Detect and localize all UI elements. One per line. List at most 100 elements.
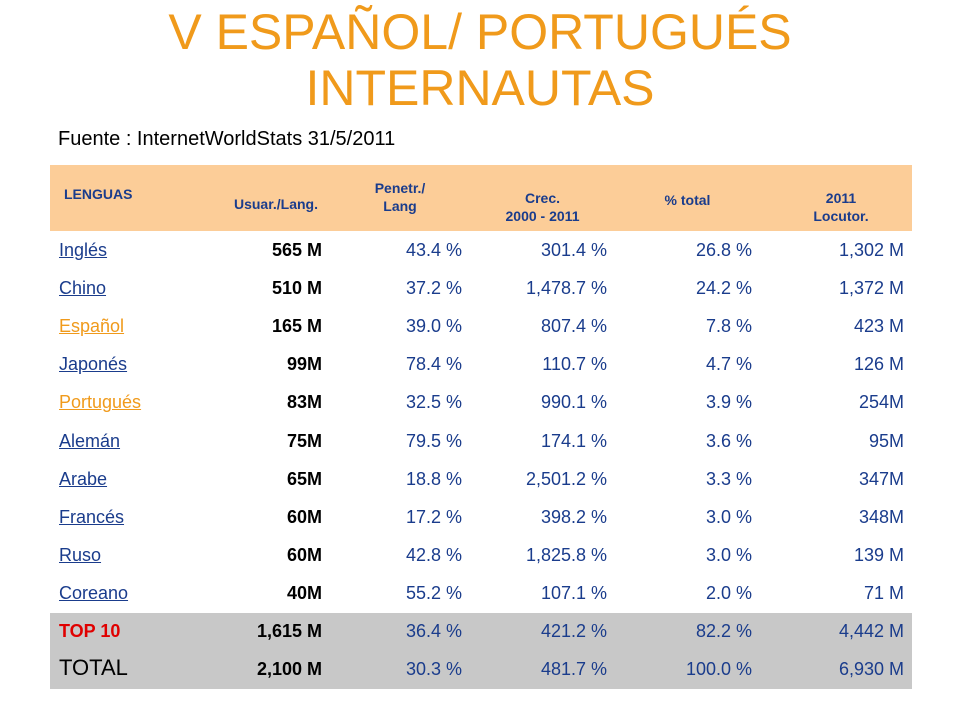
speakers-cell: 126 M (853, 354, 904, 375)
header-crecimiento-line: Crec. (524, 190, 561, 206)
language-link[interactable]: Ruso (59, 545, 102, 566)
users-cell: 75M (286, 430, 322, 451)
header-lenguas-line: LENGUAS (64, 186, 133, 202)
header-penetracion: Penetr./ Lang (330, 165, 470, 231)
share-cell: 7.8 % (705, 315, 752, 336)
header-locutores: 2011 Locutor. (760, 165, 912, 231)
header-locutores-line: Locutor. (813, 208, 869, 224)
speakers-cell: 139 M (853, 545, 904, 566)
language-link[interactable]: Español (59, 315, 125, 336)
share-cell: 3.6 % (705, 430, 752, 451)
header-usuarios: Usuar./Lang. (170, 165, 330, 231)
language-link[interactable]: Japonés (59, 354, 128, 375)
language-link[interactable]: Inglés (59, 239, 108, 260)
header-total-pct: % total (615, 165, 760, 231)
speakers-cell: 71 M (863, 583, 904, 604)
penetration-cell: 37.2 % (405, 277, 462, 298)
penetration-cell: 79.5 % (405, 430, 462, 451)
speakers-cell: 348M (858, 506, 904, 527)
share-cell: 3.0 % (705, 545, 752, 566)
table-row-language: Portugués (50, 384, 170, 422)
summary-penetration-cell: 30.3 % (330, 650, 470, 689)
speakers-cell: 95M (868, 430, 904, 451)
growth-cell: 807.4 % (540, 315, 607, 336)
language-link[interactable]: Chino (59, 277, 107, 298)
table-row-language: Japonés (50, 346, 170, 384)
growth-cell: 301.4 % (540, 239, 607, 260)
summary-penetration-cell: 36.4 % (330, 612, 470, 651)
users-cell: 65M (286, 468, 322, 489)
share-cell: 3.0 % (705, 506, 752, 527)
growth-cell: 174.1 % (540, 430, 607, 451)
slide-title: V ESPAÑOL/ PORTUGUÉS INTERNAUTAS (0, 4, 960, 116)
share-cell: 24.2 % (695, 277, 752, 298)
table-row-language: Coreano (50, 575, 170, 613)
penetration-cell: 18.8 % (405, 468, 462, 489)
users-cell: 99M (286, 354, 322, 375)
language-link[interactable]: Arabe (59, 468, 108, 489)
growth-cell: 1,825.8 % (525, 545, 607, 566)
users-cell: 60M (286, 545, 322, 566)
penetration-cell: 17.2 % (405, 506, 462, 527)
users-cell: 565 M (271, 239, 322, 260)
language-link[interactable]: Alemán (59, 430, 121, 451)
summary-share-cell: 100.0 % (615, 650, 760, 689)
speakers-cell: 1,302 M (838, 239, 904, 260)
share-cell: 26.8 % (695, 239, 752, 260)
title-line-2: INTERNAUTAS (305, 60, 655, 116)
share-cell: 3.3 % (705, 468, 752, 489)
users-cell: 510 M (271, 277, 322, 298)
header-lenguas: LENGUAS (50, 165, 170, 231)
share-cell: 4.7 % (705, 354, 752, 375)
table-row-language: Francés (50, 498, 170, 536)
summary-speakers-cell: 4,442 M (760, 612, 912, 651)
share-cell: 3.9 % (705, 392, 752, 413)
penetration-cell: 39.0 % (405, 315, 462, 336)
summary-share-cell: 82.2 % (615, 612, 760, 651)
growth-cell: 110.7 % (542, 354, 607, 375)
growth-cell: 107.1 % (540, 583, 607, 604)
summary-users-cell: 1,615 M (170, 612, 330, 651)
summary-speakers-cell: 6,930 M (760, 650, 912, 689)
penetration-cell: 43.4 % (405, 239, 462, 260)
header-penetracion-line: Lang (383, 198, 417, 214)
language-link[interactable]: Portugués (59, 392, 142, 413)
users-cell: 165 M (271, 315, 322, 336)
title-line-1: V ESPAÑOL/ PORTUGUÉS (168, 4, 792, 60)
table-row-language: Inglés (50, 231, 170, 269)
share-cell: 2.0 % (705, 583, 752, 604)
languages-table: LENGUAS Usuar./Lang. Penetr./ Lang Crec. 2000… (50, 165, 912, 689)
header-crecimiento: Crec. 2000 - 2011 (470, 165, 615, 231)
penetration-cell: 32.5 % (405, 392, 462, 413)
users-cell: 83M (286, 392, 322, 413)
language-link[interactable]: Coreano (59, 583, 129, 604)
header-crecimiento-line: 2000 - 2011 (505, 208, 580, 224)
table-row-language: Arabe (50, 460, 170, 498)
total-label: TOTAL (50, 650, 170, 689)
growth-cell: 990.1 % (540, 392, 607, 413)
language-link[interactable]: Francés (59, 506, 125, 527)
growth-cell: 2,501.2 % (525, 468, 607, 489)
top10-label: TOP 10 (50, 612, 170, 651)
table-row-language: Español (50, 307, 170, 345)
penetration-cell: 42.8 % (405, 545, 462, 566)
table-row-language: Alemán (50, 422, 170, 460)
summary-growth-cell: 421.2 % (470, 612, 615, 651)
speakers-cell: 347M (858, 468, 904, 489)
speakers-cell: 423 M (853, 315, 904, 336)
growth-cell: 1,478.7 % (525, 277, 607, 298)
source-note: Fuente : InternetWorldStats 31/5/2011 (58, 128, 396, 150)
table-row-language: Chino (50, 269, 170, 307)
speakers-cell: 254M (858, 392, 904, 413)
users-cell: 60M (286, 506, 322, 527)
header-penetracion-line: Penetr./ (374, 180, 426, 196)
users-cell: 40M (286, 583, 322, 604)
growth-cell: 398.2 % (540, 506, 607, 527)
speakers-cell: 1,372 M (838, 277, 904, 298)
table-row-language: Ruso (50, 537, 170, 575)
header-total-pct-line: % total (664, 192, 711, 208)
summary-growth-cell: 481.7 % (470, 650, 615, 689)
penetration-cell: 55.2 % (405, 583, 462, 604)
header-locutores-line: 2011 (825, 190, 857, 206)
summary-users-cell: 2,100 M (170, 650, 330, 689)
